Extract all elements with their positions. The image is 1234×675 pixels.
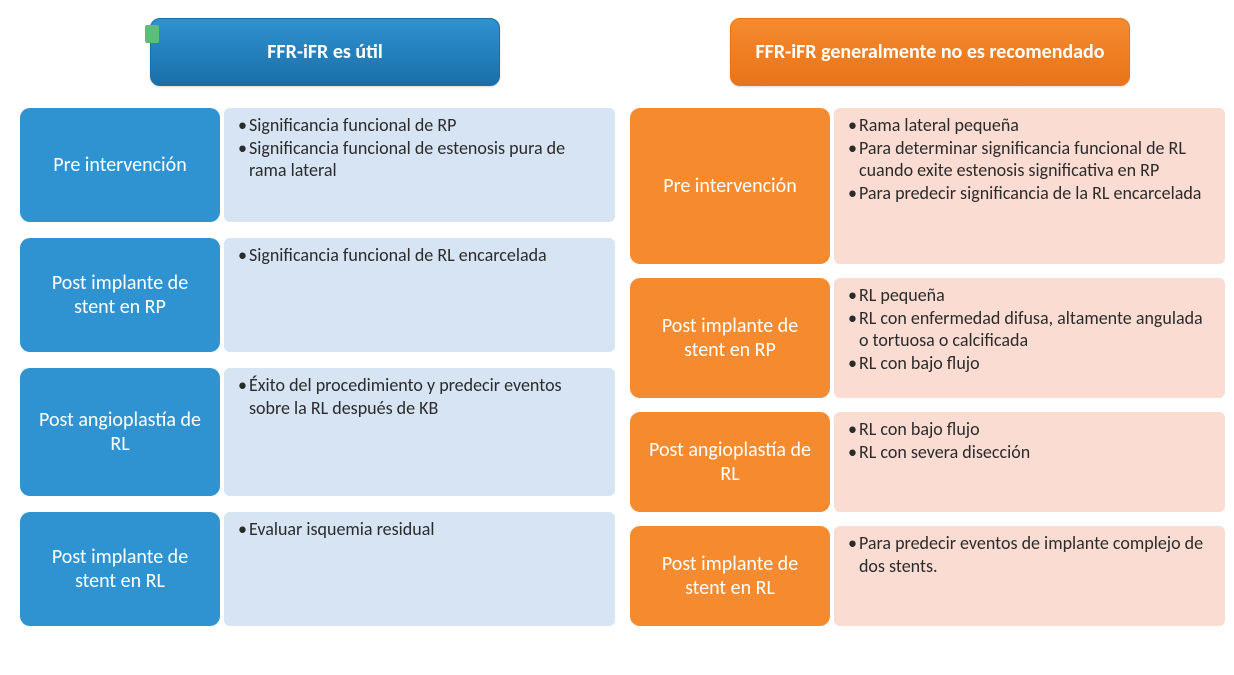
row-not_recommended-1: Post implante de stent en RPRL pequeñaRL…: [630, 278, 1225, 398]
bullet-item: Éxito del procedimiento y predecir event…: [238, 374, 605, 419]
detail-box: Éxito del procedimiento y predecir event…: [224, 368, 615, 496]
row-useful-2: Post angioplastía de RL Éxito del procedi…: [20, 368, 615, 496]
row-not_recommended-3: Post implante de stent en RL Para predeci…: [630, 526, 1225, 626]
bullet-text: RL pequeña: [859, 284, 1215, 307]
row-useful-0: Pre intervención Significancia funcional …: [20, 108, 615, 222]
bullet-text: RL con enfermedad difusa, altamente angu…: [859, 307, 1215, 352]
bullet-item: Para determinar significancia funcional …: [848, 137, 1215, 182]
stage-label: Post angioplastía de RL: [640, 438, 820, 486]
green-tab-decoration: [145, 25, 159, 43]
stage-box: Post angioplastía de RL: [20, 368, 220, 496]
bullet-item: Para predecir eventos de implante comple…: [848, 532, 1215, 577]
stage-box: Post implante de stent en RP: [630, 278, 830, 398]
stage-label: Post implante de stent en RL: [30, 545, 210, 593]
row-not_recommended-0: Pre intervenciónRama lateral pequeñaPara…: [630, 108, 1225, 264]
detail-box: Rama lateral pequeñaPara determinar sign…: [834, 108, 1225, 264]
stage-label: Pre intervención: [663, 174, 796, 198]
bullet-text: Significancia funcional de RP: [249, 114, 605, 137]
detail-box: Significancia funcional de RL encarcelad…: [224, 238, 615, 352]
stage-box: Pre intervención: [20, 108, 220, 222]
stage-label: Post implante de stent en RP: [30, 271, 210, 319]
stage-label: Post implante de stent en RP: [640, 314, 820, 362]
bullet-item: Significancia funcional de RL encarcelad…: [238, 244, 605, 267]
bullet-text: Significancia funcional de RL encarcelad…: [249, 244, 605, 267]
header-useful-label: FFR-iFR es útil: [267, 40, 383, 64]
bullet-text: Para determinar significancia funcional …: [859, 137, 1215, 182]
row-not_recommended-2: Post angioplastía de RL RL con bajo flujo…: [630, 412, 1225, 512]
detail-box: Significancia funcional de RPSignificanc…: [224, 108, 615, 222]
bullet-text: Significancia funcional de estenosis pur…: [249, 137, 605, 182]
bullet-text: Para predecir significancia de la RL enc…: [859, 182, 1215, 205]
stage-label: Post angioplastía de RL: [30, 408, 210, 456]
bullet-text: Para predecir eventos de implante comple…: [859, 532, 1215, 577]
bullet-text: RL con bajo flujo: [859, 352, 1215, 375]
stage-label: Pre intervención: [53, 153, 186, 177]
bullet-item: RL pequeña: [848, 284, 1215, 307]
header-not-recommended-label: FFR-iFR generalmente no es recomendado: [755, 40, 1104, 64]
row-useful-3: Post implante de stent en RL Evaluar isqu…: [20, 512, 615, 626]
bullet-text: Rama lateral pequeña: [859, 114, 1215, 137]
stage-box: Post implante de stent en RL: [630, 526, 830, 626]
detail-box: Evaluar isquemia residual: [224, 512, 615, 626]
stage-box: Post angioplastía de RL: [630, 412, 830, 512]
bullet-item: Para predecir significancia de la RL enc…: [848, 182, 1215, 205]
diagram-canvas: FFR-iFR es útil Pre intervención Signific…: [0, 0, 1234, 675]
bullet-item: Rama lateral pequeña: [848, 114, 1215, 137]
row-useful-1: Post implante de stent en RP Significanci…: [20, 238, 615, 352]
bullet-item: RL con bajo flujo: [848, 352, 1215, 375]
bullet-text: Evaluar isquemia residual: [249, 518, 605, 541]
detail-box: RL pequeñaRL con enfermedad difusa, alta…: [834, 278, 1225, 398]
bullet-text: RL con severa disección: [859, 441, 1215, 464]
bullet-item: Evaluar isquemia residual: [238, 518, 605, 541]
header-useful: FFR-iFR es útil: [150, 18, 500, 86]
detail-box: Para predecir eventos de implante comple…: [834, 526, 1225, 626]
bullet-item: Significancia funcional de RP: [238, 114, 605, 137]
bullet-item: RL con bajo flujo: [848, 418, 1215, 441]
stage-box: Pre intervención: [630, 108, 830, 264]
stage-box: Post implante de stent en RP: [20, 238, 220, 352]
stage-box: Post implante de stent en RL: [20, 512, 220, 626]
header-not-recommended: FFR-iFR generalmente no es recomendado: [730, 18, 1130, 86]
bullet-item: RL con severa disección: [848, 441, 1215, 464]
bullet-text: RL con bajo flujo: [859, 418, 1215, 441]
bullet-item: Significancia funcional de estenosis pur…: [238, 137, 605, 182]
stage-label: Post implante de stent en RL: [640, 552, 820, 600]
bullet-item: RL con enfermedad difusa, altamente angu…: [848, 307, 1215, 352]
bullet-text: Éxito del procedimiento y predecir event…: [249, 374, 605, 419]
detail-box: RL con bajo flujoRL con severa disección: [834, 412, 1225, 512]
